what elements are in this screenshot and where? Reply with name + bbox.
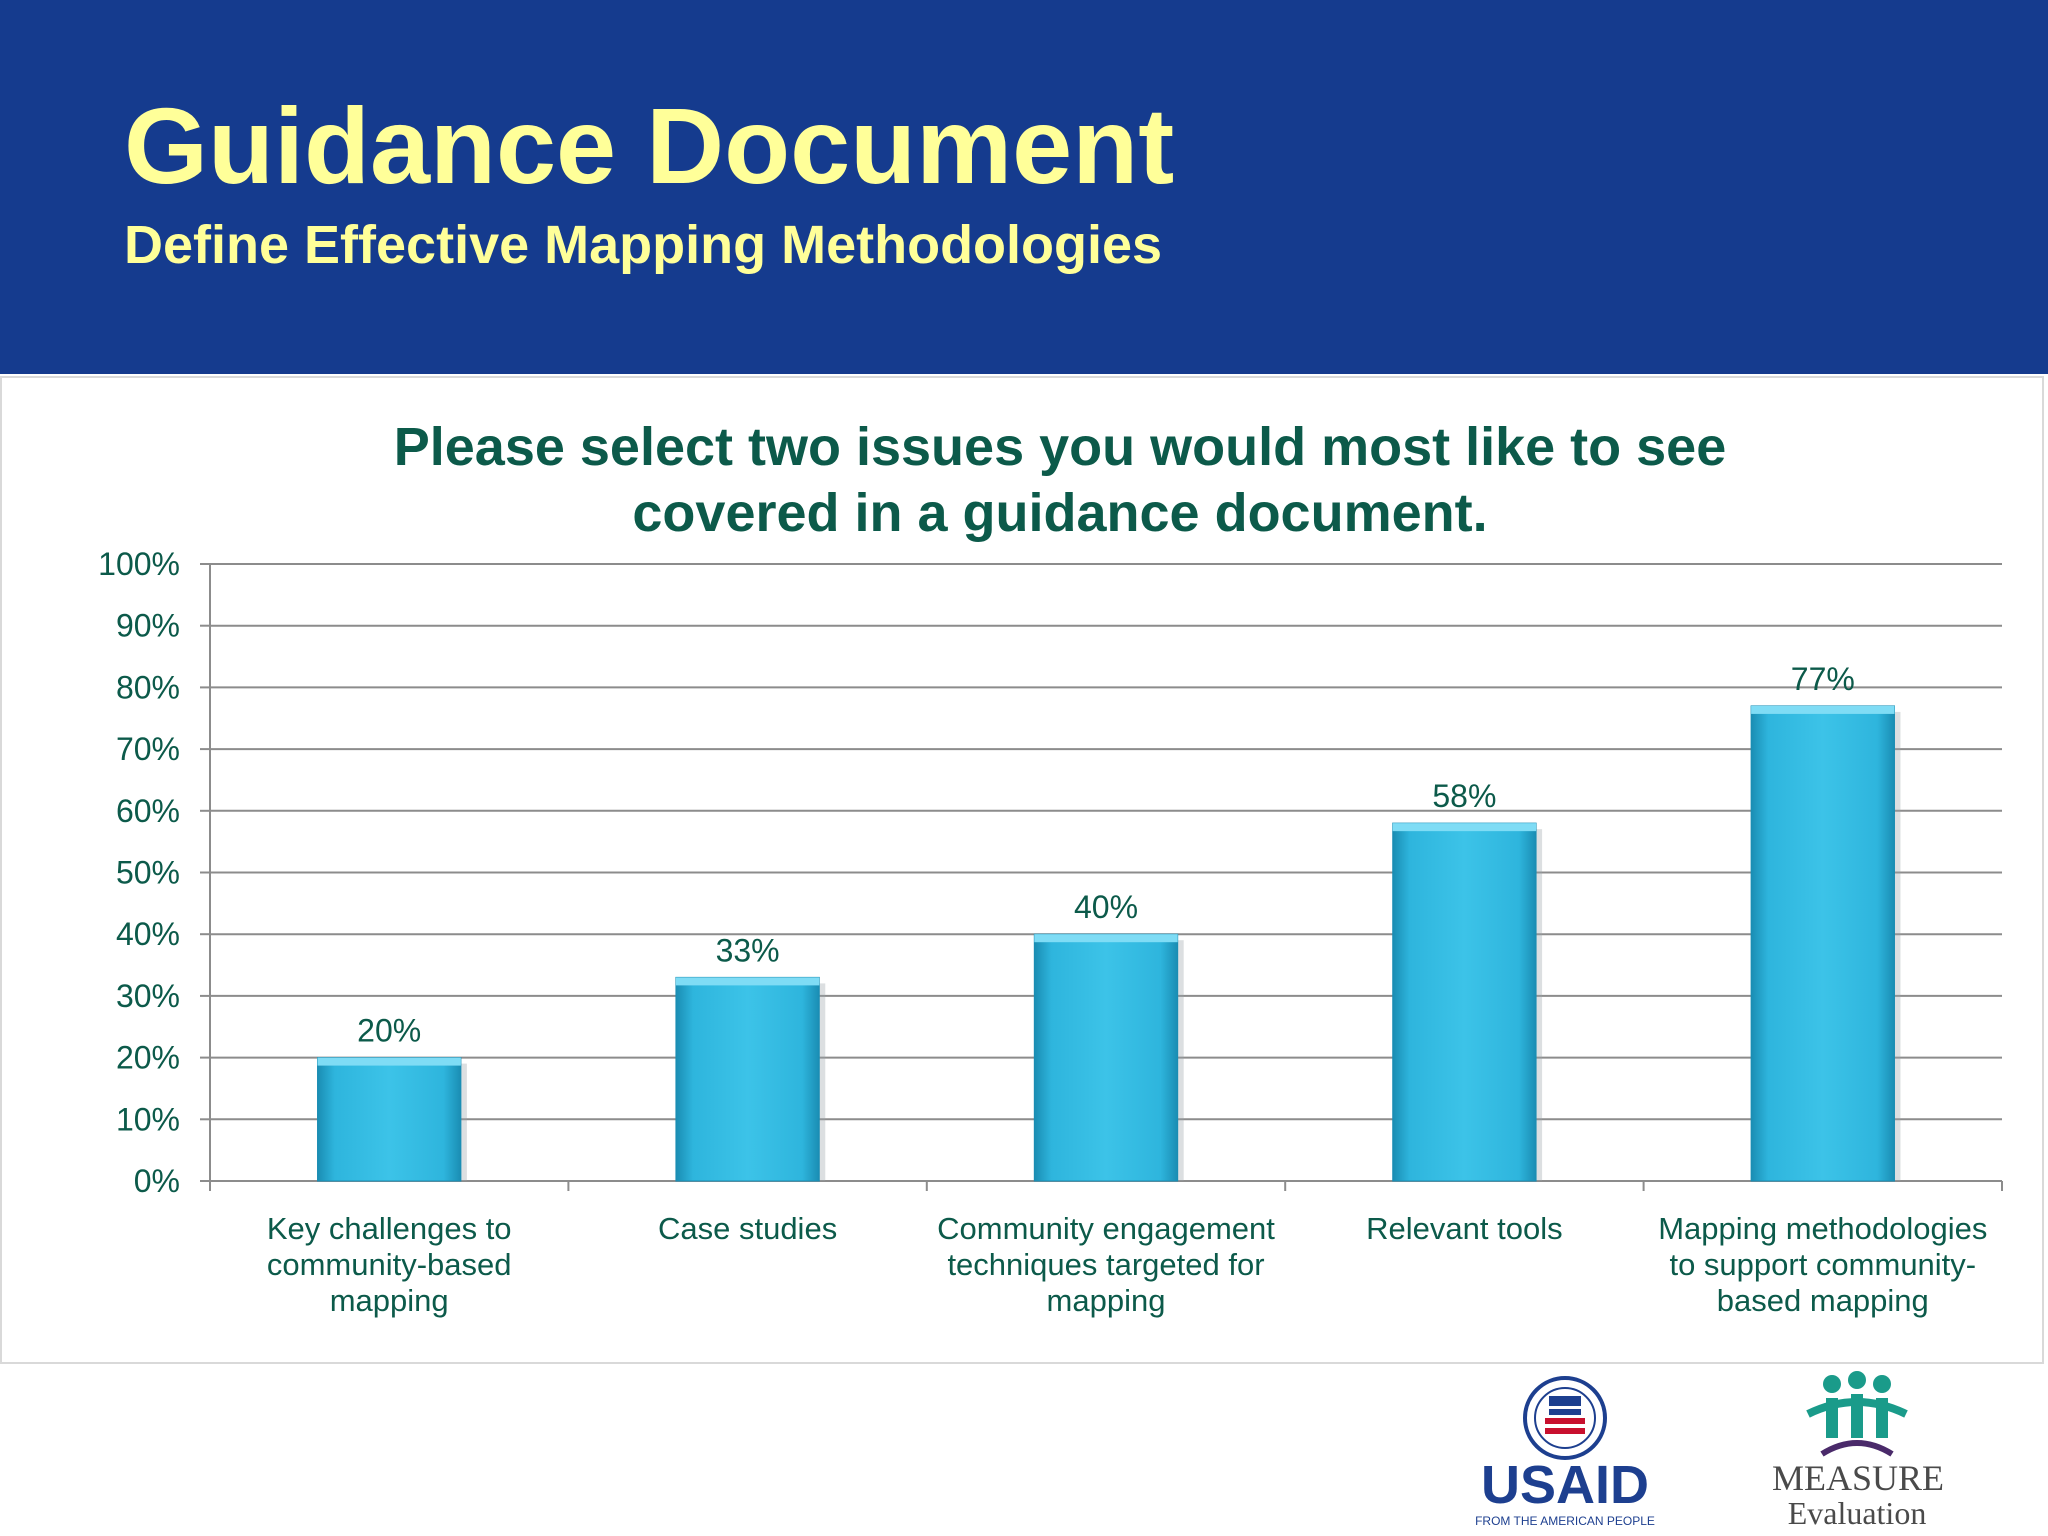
y-tick-label: 20% xyxy=(116,1040,180,1076)
page-title: Guidance Document xyxy=(124,85,1175,206)
bars xyxy=(317,705,1901,1182)
y-tick-label: 30% xyxy=(116,978,180,1014)
data-label: 77% xyxy=(1791,661,1855,697)
bar xyxy=(1750,705,1895,1182)
chart-panel xyxy=(0,376,2044,1364)
y-tick-label: 40% xyxy=(116,916,180,952)
y-tick-label: 60% xyxy=(116,793,180,829)
bar-group xyxy=(317,1057,467,1182)
usaid-tagline: FROM THE AMERICAN PEOPLE xyxy=(1475,1514,1655,1528)
bar-group xyxy=(1392,822,1543,1182)
category-label: community-based xyxy=(267,1247,512,1282)
bar-top-highlight xyxy=(317,1057,461,1066)
bar xyxy=(1392,822,1537,1182)
measure-subword: Evaluation xyxy=(1787,1495,1927,1531)
category-label: mapping xyxy=(330,1283,449,1318)
y-tick-label: 0% xyxy=(134,1163,180,1199)
category-label: mapping xyxy=(1047,1283,1166,1318)
usaid-wordmark: USAID xyxy=(1480,1455,1649,1515)
category-label: Case studies xyxy=(658,1211,837,1246)
category-label: to support community- xyxy=(1669,1247,1976,1282)
data-label: 20% xyxy=(357,1013,421,1049)
data-label: 33% xyxy=(716,932,780,968)
data-label: 40% xyxy=(1074,889,1138,925)
chart-title: Please select two issues you would most … xyxy=(260,414,1860,546)
labels: 0% 10% 20% 30% 40% 50% 60% 70% 80% 90% 100% 20% Key … xyxy=(98,546,1987,1318)
category-label: Relevant tools xyxy=(1366,1211,1562,1246)
header-banner: Guidance Document Define Effective Mappi… xyxy=(0,0,2048,374)
y-tick-label: 10% xyxy=(116,1101,180,1137)
y-tick-label: 80% xyxy=(116,669,180,705)
category-label: Mapping methodologies xyxy=(1658,1211,1987,1246)
bar-top-highlight xyxy=(1034,934,1178,943)
chart-title-line-2: covered in a guidance document. xyxy=(632,483,1488,543)
category-label: techniques targeted for xyxy=(947,1247,1264,1282)
usaid-seal-icon xyxy=(1523,1376,1607,1460)
y-tick-label: 90% xyxy=(116,608,180,644)
bar-group xyxy=(675,976,826,1182)
bar-chart: 0% 10% 20% 30% 40% 50% 60% 70% 80% 90% 100% 20% Key … xyxy=(98,546,2003,1318)
bar-group xyxy=(1033,933,1184,1182)
y-tick-label: 70% xyxy=(116,731,180,767)
category-label: based mapping xyxy=(1717,1283,1929,1318)
bar-top-highlight xyxy=(1392,823,1537,832)
data-label: 58% xyxy=(1432,778,1496,814)
measure-wordmark: MEASURE xyxy=(1772,1458,1945,1498)
measure-people-icon xyxy=(1806,1371,1908,1457)
usaid-logo: USAID FROM THE AMERICAN PEOPLE xyxy=(1470,1376,1660,1528)
measure-evaluation-logo: MEASURE Evaluation xyxy=(1772,1370,1945,1531)
y-tick-label: 50% xyxy=(116,855,180,891)
category-label: Key challenges to xyxy=(267,1211,512,1246)
page-subtitle: Define Effective Mapping Methodologies xyxy=(124,215,1163,275)
bar-group xyxy=(1750,705,1901,1182)
bar xyxy=(317,1057,462,1182)
category-label: Community engagement xyxy=(937,1211,1275,1246)
bar-top-highlight xyxy=(675,977,820,986)
bar xyxy=(1033,933,1179,1182)
bar-top-highlight xyxy=(1751,705,1895,714)
chart-title-line-1: Please select two issues you would most … xyxy=(393,417,1727,477)
bar xyxy=(675,976,820,1182)
y-tick-label: 100% xyxy=(98,546,180,582)
